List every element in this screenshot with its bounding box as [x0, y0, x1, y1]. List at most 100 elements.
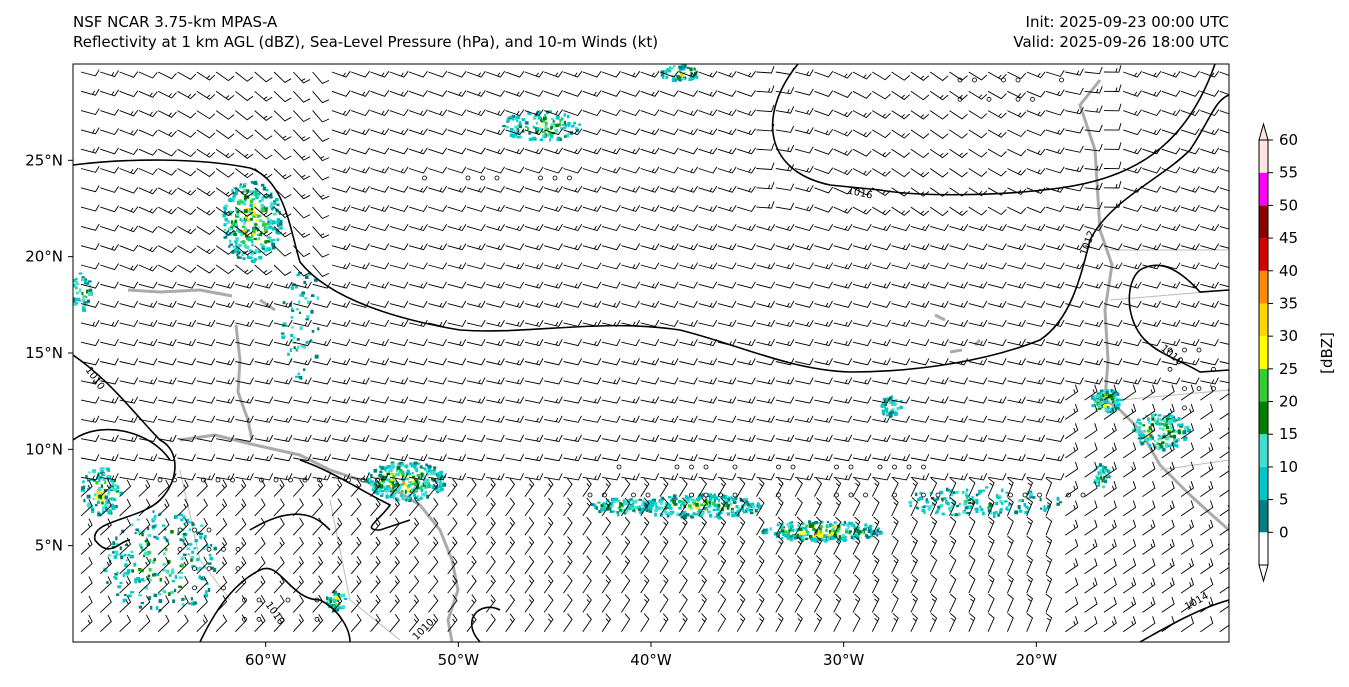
reflectivity-cell	[1165, 426, 1170, 430]
reflectivity-cell	[1146, 436, 1149, 440]
reflectivity-cell	[1103, 404, 1107, 409]
wind-barb	[466, 262, 486, 270]
reflectivity-cell	[1111, 393, 1116, 397]
reflectivity-cell	[406, 474, 411, 479]
wind-barb	[582, 300, 602, 308]
wind-barb	[524, 224, 544, 232]
wind-barb	[466, 478, 477, 497]
reflectivity-cell	[812, 528, 816, 531]
reflectivity-cell	[688, 495, 692, 500]
wind-barb	[1180, 500, 1195, 517]
wind-barb	[1219, 361, 1229, 365]
reflectivity-cell	[387, 488, 391, 492]
reflectivity-cell	[205, 544, 209, 548]
wind-barb	[679, 396, 698, 404]
wind-barb	[1142, 500, 1156, 517]
reflectivity-cell	[521, 118, 526, 121]
wind-barb	[1103, 596, 1117, 613]
colorbar-extend-max	[1258, 122, 1269, 141]
wind-barb	[949, 396, 968, 404]
lat-tick-label: 5°N	[35, 537, 63, 555]
colorbar-segment	[1259, 434, 1268, 467]
reflectivity-cell	[680, 66, 684, 71]
reflectivity-cell	[124, 594, 127, 597]
wind-barb	[466, 555, 477, 575]
wind-barb	[833, 281, 853, 289]
wind-barb	[331, 473, 351, 481]
reflectivity-cell	[666, 505, 670, 510]
reflectivity-cell	[261, 245, 265, 250]
reflectivity-cell	[144, 586, 149, 590]
reflectivity-cell	[857, 531, 861, 536]
wind-barb	[1142, 90, 1162, 97]
wind-barb	[293, 415, 312, 423]
reflectivity-cell	[81, 291, 84, 295]
reflectivity-cell	[125, 559, 128, 562]
reflectivity-cell	[179, 564, 183, 568]
wind-barb	[756, 454, 775, 462]
wind-barb	[505, 613, 516, 632]
reflectivity-cell	[136, 576, 141, 581]
wind-barb	[447, 319, 467, 327]
reflectivity-cell	[1111, 400, 1116, 404]
wind-barb	[1200, 538, 1214, 555]
wind-barb	[138, 434, 158, 443]
wind-barb	[930, 319, 949, 327]
wind-barb	[1219, 110, 1229, 115]
wind-barb	[1026, 206, 1046, 214]
reflectivity-cell	[853, 531, 857, 535]
wind-barb	[910, 535, 918, 555]
wind-barb	[871, 574, 880, 594]
reflectivity-cell	[426, 494, 429, 499]
wind-barb	[814, 243, 834, 251]
wind-barb	[524, 497, 535, 517]
wind-barb	[1026, 377, 1046, 385]
wind-barb	[737, 415, 756, 423]
reflectivity-cell	[179, 513, 183, 517]
reflectivity-cell	[894, 399, 898, 402]
wind-barb	[601, 243, 621, 251]
wind-barb	[1123, 300, 1142, 308]
wind-barb	[138, 518, 151, 536]
reflectivity-cell	[239, 183, 242, 187]
wind-barb	[196, 168, 216, 178]
wind-barb	[582, 128, 602, 136]
wind-barb	[505, 338, 525, 347]
reflectivity-cell	[1175, 419, 1178, 422]
reflectivity-cell	[673, 65, 676, 68]
reflectivity-cell	[936, 496, 939, 501]
wind-barb	[640, 613, 650, 632]
reflectivity-cell	[114, 487, 118, 492]
reflectivity-cell	[626, 501, 630, 505]
wind-barb	[1161, 384, 1175, 401]
wind-barb	[1084, 105, 1103, 113]
wind-barb	[331, 147, 351, 155]
reflectivity-cell	[609, 510, 613, 513]
reflectivity-cell	[529, 112, 532, 116]
reflectivity-cell	[820, 520, 824, 524]
wind-barb	[1219, 71, 1229, 76]
wind-barb	[563, 574, 573, 594]
reflectivity-cell	[1106, 469, 1111, 474]
wind-barb	[814, 516, 823, 536]
colorbar-label: [dBZ]	[1318, 332, 1336, 374]
wind-barb	[216, 358, 235, 366]
colorbar-segment	[1259, 172, 1268, 206]
wind-barb	[1200, 442, 1214, 459]
wind-barb	[717, 593, 727, 613]
wind-barb	[486, 281, 505, 289]
wind-barb	[177, 396, 196, 404]
wind-barb	[563, 166, 583, 174]
reflectivity-cell	[265, 222, 270, 226]
wind-barb	[852, 90, 872, 99]
wind-barb	[929, 593, 938, 613]
calm-marker	[616, 464, 622, 470]
calm-marker	[1015, 77, 1021, 83]
wind-barb	[833, 358, 853, 366]
reflectivity-cell	[439, 486, 443, 489]
calm-marker	[1182, 386, 1187, 392]
reflectivity-cell	[291, 307, 294, 310]
reflectivity-cell	[681, 501, 686, 506]
wind-barb	[717, 454, 737, 462]
reflectivity-cell	[263, 250, 267, 253]
